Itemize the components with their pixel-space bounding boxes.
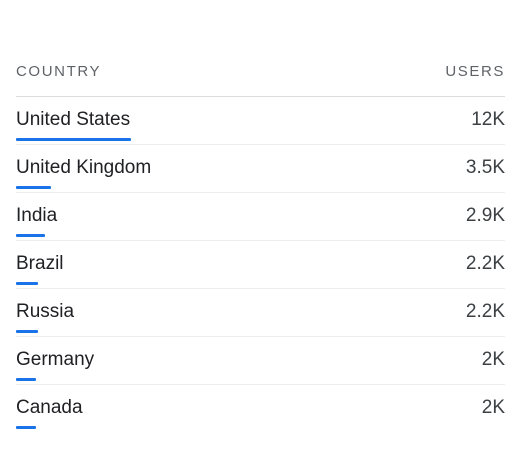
users-value: 2.9K xyxy=(465,205,505,226)
users-value: 2.2K xyxy=(465,301,505,322)
table-row: Brazil 2.2K xyxy=(16,241,505,289)
table-header: COUNTRY USERS xyxy=(16,62,505,97)
table-row: Canada 2K xyxy=(16,385,505,432)
users-value: 2.2K xyxy=(465,253,505,274)
table-row: India 2.9K xyxy=(16,193,505,241)
users-bar xyxy=(16,378,36,381)
users-bar xyxy=(16,186,51,189)
country-list: United States 12K United Kingdom 3.5K In… xyxy=(16,97,505,432)
country-name: India xyxy=(16,205,58,226)
users-bar xyxy=(16,282,38,285)
country-name: United States xyxy=(16,109,131,130)
users-value: 2K xyxy=(481,349,505,370)
country-name: Brazil xyxy=(16,253,64,274)
column-header-users: USERS xyxy=(445,63,505,80)
table-row: United States 12K xyxy=(16,97,505,145)
users-bar xyxy=(16,234,45,237)
users-bar xyxy=(16,330,38,333)
users-bar xyxy=(16,138,131,141)
users-bar xyxy=(16,426,36,429)
users-value: 3.5K xyxy=(465,157,505,178)
country-name: Germany xyxy=(16,349,95,370)
table-row: United Kingdom 3.5K xyxy=(16,145,505,193)
users-value: 2K xyxy=(481,397,505,418)
column-header-country: COUNTRY xyxy=(16,63,102,80)
table-row: Russia 2.2K xyxy=(16,289,505,337)
country-name: Russia xyxy=(16,301,75,322)
table-row: Germany 2K xyxy=(16,337,505,385)
users-value: 12K xyxy=(471,109,505,130)
country-name: United Kingdom xyxy=(16,157,152,178)
country-name: Canada xyxy=(16,397,83,418)
